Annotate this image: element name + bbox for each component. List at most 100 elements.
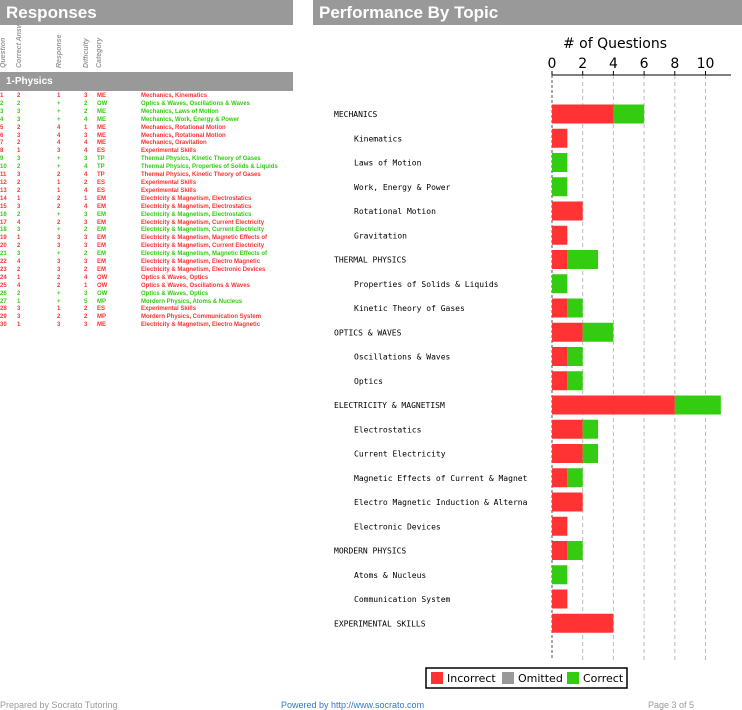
difficulty-cell: 2 bbox=[84, 266, 88, 273]
table-row: 18 3 +2 EM Electricity & Magnetism, Current … bbox=[0, 226, 293, 234]
difficulty-cell: 2 bbox=[84, 100, 88, 107]
x-tick-label: 4 bbox=[609, 56, 618, 72]
question-cell: 6 bbox=[0, 132, 4, 139]
question-cell: 28 bbox=[0, 306, 7, 313]
question-cell: 17 bbox=[0, 219, 7, 226]
topic-cell: Electricity & Magnetism, Electro Magneti… bbox=[141, 259, 261, 266]
bar-incorrect bbox=[552, 201, 583, 221]
bar-incorrect bbox=[552, 516, 568, 536]
question-cell: 27 bbox=[0, 298, 7, 305]
correct-answer-cell: 2 bbox=[17, 211, 21, 218]
difficulty-cell: 2 bbox=[84, 179, 88, 186]
category-cell: TP bbox=[97, 156, 105, 163]
table-row: 8 1 3 4 ES Experimental Skills bbox=[0, 147, 293, 155]
topic-cell: Electricity & Magnetism, Magnetic Effect… bbox=[141, 235, 268, 242]
question-cell: 5 bbox=[0, 124, 4, 131]
column-header-response: Response bbox=[56, 34, 63, 68]
category-label: Communication System bbox=[354, 595, 451, 604]
bar-correct bbox=[567, 347, 583, 366]
table-row: 27 1 +5 MP Mordern Physics, Atoms & Nucleus bbox=[0, 298, 293, 306]
topic-cell: Thermal Physics, Properties of Solids & … bbox=[141, 164, 278, 171]
topic-cell: Electricity & Magnetism, Magnetic Effect… bbox=[141, 251, 268, 258]
difficulty-cell: 2 bbox=[84, 314, 88, 321]
category-cell: OW bbox=[97, 274, 108, 281]
category-label: Kinetic Theory of Gases bbox=[354, 304, 465, 313]
category-cell: ES bbox=[97, 148, 106, 155]
difficulty-cell: 3 bbox=[84, 322, 88, 329]
bar-incorrect bbox=[552, 225, 568, 245]
table-row: 24 1 2 4 OW Optics & Waves, Optics bbox=[0, 274, 293, 282]
difficulty-cell: 3 bbox=[84, 290, 88, 297]
response-cell: 1 bbox=[57, 306, 61, 313]
response-cell: 1 bbox=[57, 179, 61, 186]
correct-answer-cell: 4 bbox=[17, 282, 21, 289]
table-row: 23 2 3 2 EM Electricity & Magnetism, Electron… bbox=[0, 266, 293, 274]
category-label: Optics bbox=[354, 377, 383, 386]
question-cell: 29 bbox=[0, 314, 7, 321]
topic-cell: Mechanics, Rotational Motion bbox=[141, 124, 226, 131]
topic-cell: Mechanics, Rotational Motion bbox=[141, 132, 226, 139]
difficulty-cell: 4 bbox=[84, 203, 88, 210]
bar-correct bbox=[552, 274, 568, 294]
correct-answer-cell: 1 bbox=[17, 235, 21, 242]
question-cell: 25 bbox=[0, 282, 7, 289]
difficulty-cell: 4 bbox=[84, 187, 88, 194]
category-cell: EM bbox=[97, 259, 106, 266]
question-cell: 15 bbox=[0, 203, 7, 210]
question-cell: 12 bbox=[0, 179, 7, 186]
table-row: 13 2 1 4 ES Experimental Skills bbox=[0, 187, 293, 195]
question-cell: 4 bbox=[0, 116, 4, 123]
response-cell: 3 bbox=[57, 259, 61, 266]
question-cell: 20 bbox=[0, 243, 7, 250]
bar-incorrect bbox=[552, 298, 568, 318]
correct-answer-cell: 2 bbox=[17, 164, 21, 171]
category-cell: EM bbox=[97, 219, 106, 226]
difficulty-cell: 2 bbox=[84, 227, 88, 234]
table-row: 9 3 +3 TP Thermal Physics, Kinetic Theory of… bbox=[0, 155, 293, 163]
footer-powered-by-link[interactable]: Powered by http://www.socrato.com bbox=[281, 700, 425, 710]
topic-cell: Thermal Physics, Kinetic Theory of Gases bbox=[141, 156, 261, 163]
category-label: Gravitation bbox=[354, 231, 407, 240]
topic-cell: Electricity & Magnetism, Electro Magneti… bbox=[141, 322, 261, 329]
bar-incorrect bbox=[552, 347, 568, 366]
bar-correct bbox=[567, 468, 583, 488]
category-cell: ME bbox=[97, 93, 106, 99]
table-row: 3 3 +2 ME Mechanics, Laws of Motion bbox=[0, 108, 293, 116]
difficulty-cell: 2 bbox=[84, 251, 88, 258]
bar-correct bbox=[552, 177, 568, 197]
correct-answer-cell: 2 bbox=[17, 140, 21, 147]
question-cell: 23 bbox=[0, 266, 7, 273]
bar-incorrect bbox=[552, 128, 568, 148]
table-row: 21 3 +2 EM Electricity & Magnetism, Magnetic… bbox=[0, 250, 293, 258]
category-cell: TP bbox=[97, 172, 105, 179]
chart-title: # of Questions bbox=[563, 36, 667, 52]
topic-cell: Optics & Waves, Oscillations & Waves bbox=[141, 100, 250, 107]
category-label: MECHANICS bbox=[334, 110, 378, 119]
column-header-correct-answer: Correct Answer bbox=[16, 16, 23, 68]
column-header-difficulty: Difficulty bbox=[83, 38, 90, 68]
column-header-category: Category bbox=[96, 37, 103, 68]
response-cell: + bbox=[57, 290, 61, 297]
topic-cell: Experimental Skills bbox=[141, 187, 197, 194]
category-cell: EM bbox=[97, 235, 106, 242]
footer-page-number: Page 3 of 5 bbox=[648, 700, 695, 710]
response-cell: 2 bbox=[57, 282, 61, 289]
table-row: 7 2 4 4 ME Mechanics, Gravitation bbox=[0, 139, 293, 147]
difficulty-cell: 3 bbox=[84, 211, 88, 218]
correct-answer-cell: 3 bbox=[17, 306, 21, 313]
question-cell: 16 bbox=[0, 211, 7, 218]
difficulty-cell: 5 bbox=[84, 298, 88, 305]
response-cell: 4 bbox=[57, 140, 61, 147]
table-row: 25 4 2 1 OW Optics & Waves, Oscillations & Wa… bbox=[0, 282, 293, 290]
response-cell: 2 bbox=[57, 274, 61, 281]
bar-incorrect bbox=[552, 444, 583, 463]
question-cell: 13 bbox=[0, 187, 7, 194]
topic-cell: Mechanics, Laws of Motion bbox=[141, 108, 219, 115]
table-row: 11 3 2 4 TP Thermal Physics, Kinetic Theory o… bbox=[0, 171, 293, 179]
response-cell: 1 bbox=[57, 93, 61, 99]
topic-cell: Mechanics, Gravitation bbox=[141, 140, 207, 147]
difficulty-cell: 3 bbox=[84, 219, 88, 226]
category-label: Oscillations & Waves bbox=[354, 353, 451, 362]
response-cell: 3 bbox=[57, 243, 61, 250]
responses-title: Responses bbox=[6, 3, 97, 22]
